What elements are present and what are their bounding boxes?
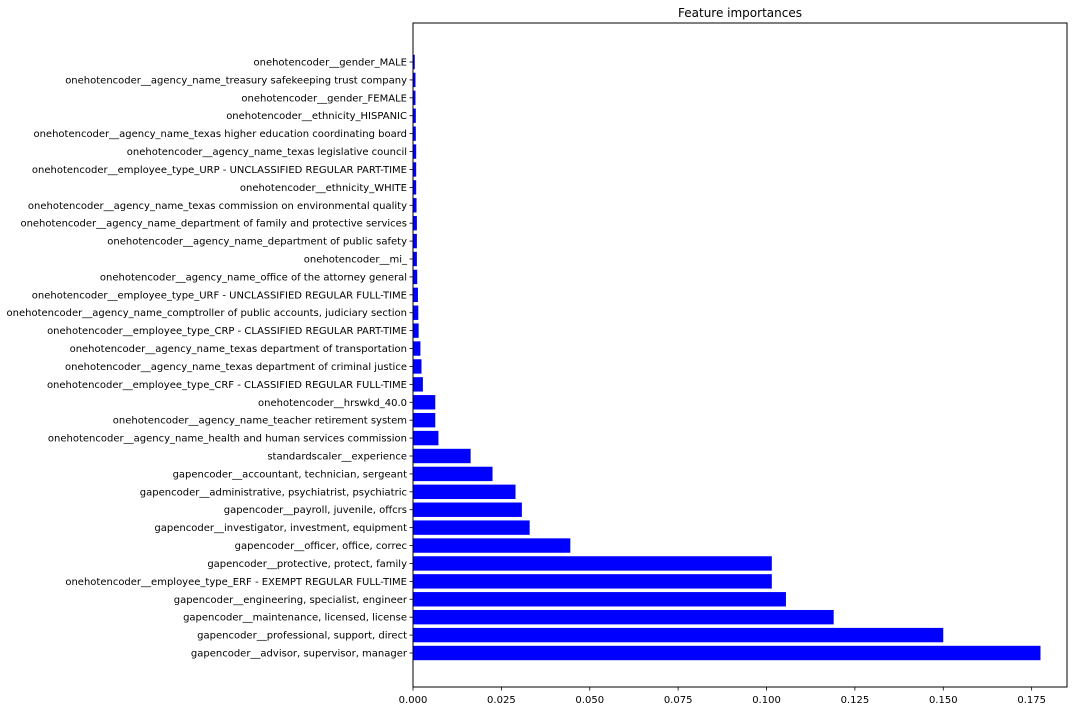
bar	[413, 233, 417, 249]
x-tick-label: 0.125	[841, 695, 870, 706]
bar	[413, 269, 418, 285]
category-label: onehotencoder__employee_type_CRP - CLASS…	[47, 326, 407, 337]
bar	[413, 359, 422, 374]
category-label: onehotencoder__hrswkd_40.0	[258, 398, 407, 409]
category-label: standardscaler__experience	[267, 452, 407, 463]
bar	[413, 377, 423, 392]
category-label: onehotencoder__agency_name_treasury safe…	[65, 75, 407, 86]
bar	[413, 645, 1041, 661]
bar	[413, 251, 417, 267]
bar	[413, 556, 772, 571]
x-tick-label: 0.025	[487, 695, 516, 706]
bar	[413, 627, 944, 643]
category-label: onehotencoder__agency_name_texas higher …	[33, 129, 407, 140]
category-label: onehotencoder__gender_FEMALE	[241, 93, 407, 104]
category-label: gapencoder__engineering, specialist, eng…	[174, 595, 408, 606]
category-label: onehotencoder__agency_name_department of…	[107, 237, 407, 248]
category-label: gapencoder__advisor, supervisor, manager	[191, 649, 408, 660]
category-label: gapencoder__payroll, juvenile, offcrs	[224, 505, 407, 516]
x-tick-label: 0.100	[752, 695, 781, 706]
bar	[413, 592, 786, 607]
category-label: onehotencoder__gender_MALE	[253, 58, 407, 69]
bar	[413, 287, 418, 303]
bar	[413, 180, 417, 195]
category-label: onehotencoder__employee_type_URF - UNCLA…	[32, 290, 407, 301]
category-label: onehotencoder__employee_type_URP - UNCLA…	[32, 165, 407, 176]
bar	[413, 90, 416, 106]
x-tick-label: 0.175	[1017, 695, 1046, 706]
bar	[413, 108, 416, 123]
category-label: gapencoder__officer, office, correc	[235, 541, 407, 552]
bar	[413, 502, 522, 517]
bar	[413, 448, 471, 464]
bar	[413, 538, 571, 553]
bar	[413, 305, 419, 320]
bar	[413, 484, 516, 500]
category-label: onehotencoder__agency_name_department of…	[20, 219, 407, 230]
bar	[413, 395, 436, 410]
category-label: onehotencoder__agency_name_texas legisla…	[127, 147, 407, 158]
bar	[413, 144, 417, 159]
bar	[413, 72, 416, 88]
category-labels: onehotencoder__gender_MALE onehotencoder_…	[7, 58, 413, 660]
bar	[413, 341, 421, 356]
x-tick-label: 0.000	[399, 695, 428, 706]
bar	[413, 412, 436, 428]
category-label: gapencoder__accountant, technician, serg…	[173, 469, 408, 480]
chart-title: Feature importances	[678, 6, 802, 20]
category-label: onehotencoder__ethnicity_WHITE	[240, 183, 407, 194]
category-label: gapencoder__protective, protect, family	[207, 559, 407, 570]
bar	[413, 430, 439, 446]
bar	[413, 323, 419, 338]
category-label: onehotencoder__agency_name_texas commiss…	[28, 201, 407, 212]
category-label: onehotencoder__agency_name_texas departm…	[65, 362, 407, 373]
bar	[413, 198, 417, 213]
x-axis-ticks: 0.000 0.025 0.050 0.075 0.100 0.125 0.150 0.175	[399, 687, 1046, 706]
category-label: onehotencoder__agency_name_health and hu…	[48, 434, 407, 445]
bar	[413, 520, 530, 535]
bar	[413, 54, 415, 70]
category-label: gapencoder__administrative, psychiatrist…	[140, 487, 407, 498]
category-label: onehotencoder__ethnicity_HISPANIC	[226, 111, 407, 122]
category-label: onehotencoder__agency_name_office of the…	[100, 272, 407, 283]
x-tick-label: 0.150	[929, 695, 958, 706]
category-label: onehotencoder__agency_name_texas departm…	[70, 344, 407, 355]
bar	[413, 466, 493, 482]
bar	[413, 574, 772, 589]
category-label: onehotencoder__agency_name_comptroller o…	[7, 308, 407, 319]
x-tick-label: 0.050	[575, 695, 604, 706]
category-label: gapencoder__investigator, investment, eq…	[154, 523, 407, 534]
bar	[413, 126, 416, 141]
category-label: onehotencoder__mi_	[304, 255, 408, 266]
bar	[413, 609, 834, 625]
bar	[413, 162, 417, 177]
category-label: gapencoder__professional, support, direc…	[197, 631, 407, 642]
x-tick-label: 0.075	[664, 695, 693, 706]
category-label: onehotencoder__employee_type_ERF - EXEMP…	[65, 577, 407, 588]
category-label: onehotencoder__agency_name_teacher retir…	[113, 416, 407, 427]
category-label: gapencoder__maintenance, licensed, licen…	[183, 613, 407, 624]
bar	[413, 215, 417, 231]
category-label: onehotencoder__employee_type_CRF - CLASS…	[47, 380, 407, 391]
bar-group	[413, 54, 1041, 661]
plot-frame	[412, 22, 1068, 688]
